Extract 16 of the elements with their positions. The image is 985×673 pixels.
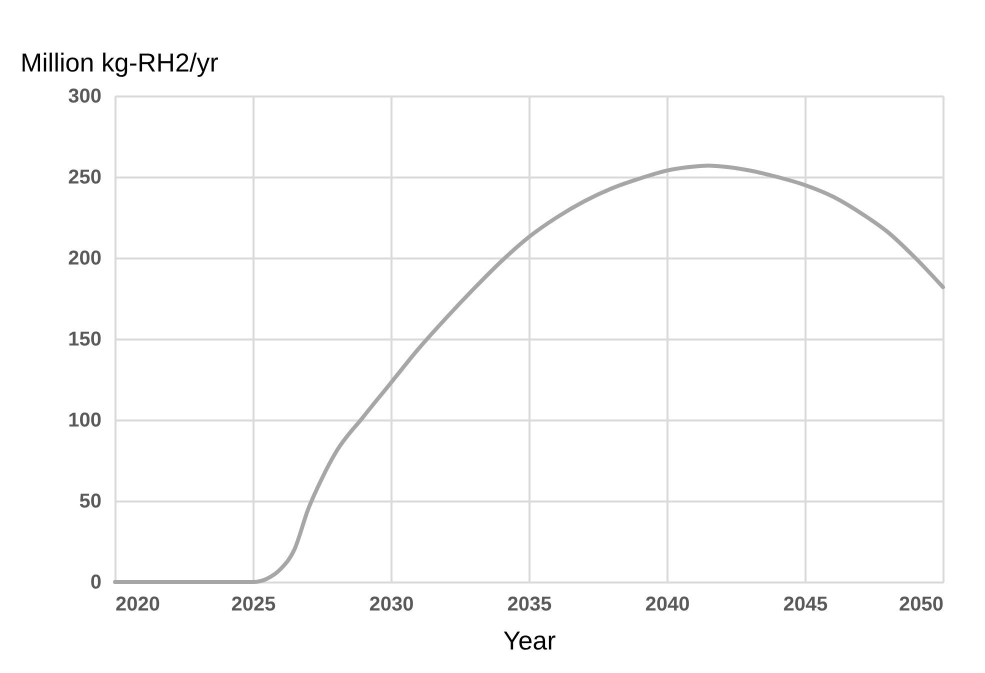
y-tick-label: 100 [68, 410, 102, 432]
x-tick-label: 2020 [116, 594, 160, 616]
x-tick-label: 2030 [369, 594, 414, 616]
y-tick-label: 200 [68, 248, 102, 270]
y-tick-label: 0 [90, 572, 102, 594]
y-tick-label: 150 [68, 328, 102, 350]
y-tick-label: 250 [68, 166, 102, 188]
x-tick-label: 2025 [231, 594, 276, 616]
y-tick-label: 300 [68, 86, 102, 108]
x-tick-label: 2035 [507, 594, 552, 616]
y-tick-label: 50 [79, 490, 102, 512]
x-axis-title: Year [503, 626, 556, 656]
x-tick-label: 2040 [645, 594, 690, 616]
y-axis-title: Million kg-RH2/yr [20, 48, 219, 78]
x-tick-label: 2045 [783, 594, 828, 616]
x-tick-label: 2050 [899, 594, 944, 616]
